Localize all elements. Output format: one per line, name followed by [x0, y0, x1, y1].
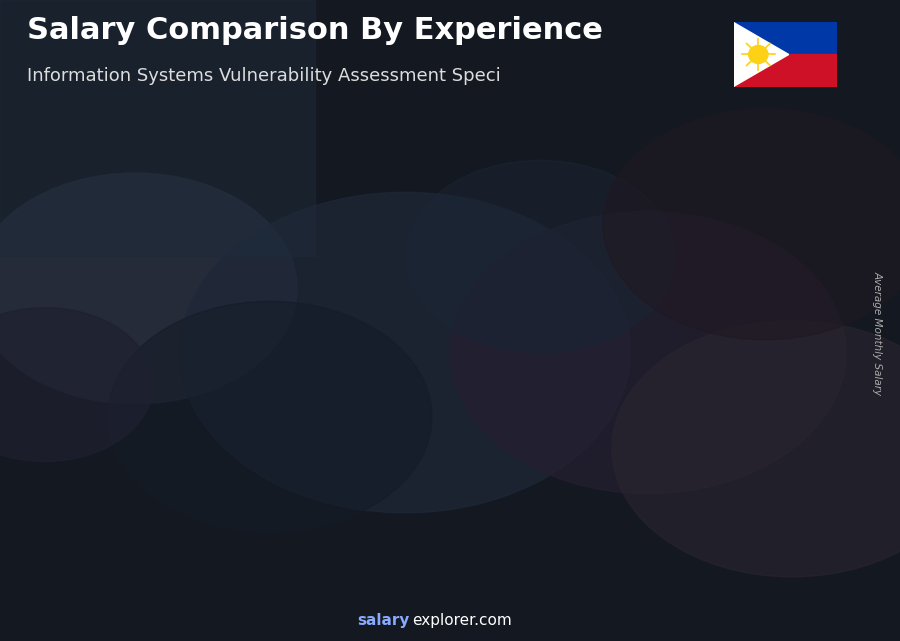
Text: +48%: +48%: [285, 256, 348, 275]
Circle shape: [405, 160, 675, 353]
Bar: [734, 22, 837, 54]
Circle shape: [603, 109, 900, 340]
Bar: [141, 429, 155, 567]
Text: 69,600 PHP: 69,600 PHP: [604, 181, 684, 195]
Text: 75,300 PHP: 75,300 PHP: [748, 151, 827, 165]
Bar: [479, 236, 491, 567]
Text: +22%: +22%: [416, 207, 480, 226]
Bar: [741, 176, 752, 567]
Bar: [348, 295, 417, 306]
Bar: [218, 383, 285, 390]
Bar: [610, 205, 678, 567]
Text: salary: salary: [357, 613, 410, 628]
Circle shape: [612, 320, 900, 577]
Text: +8%: +8%: [684, 132, 734, 151]
Bar: [479, 236, 547, 249]
Bar: [218, 383, 285, 567]
Circle shape: [0, 173, 297, 404]
Bar: [348, 295, 417, 567]
Text: +9%: +9%: [554, 167, 603, 186]
Bar: [87, 429, 155, 567]
Bar: [272, 383, 285, 567]
Circle shape: [180, 192, 630, 513]
Polygon shape: [734, 22, 788, 87]
Bar: [664, 205, 678, 567]
Text: +34%: +34%: [155, 303, 218, 322]
Text: Information Systems Vulnerability Assessment Speci: Information Systems Vulnerability Assess…: [27, 67, 500, 85]
Bar: [218, 383, 230, 567]
Bar: [534, 236, 547, 567]
Bar: [0, 0, 315, 256]
Bar: [403, 295, 417, 567]
Bar: [795, 176, 808, 567]
Text: 63,800 PHP: 63,800 PHP: [460, 211, 540, 225]
Circle shape: [450, 212, 846, 494]
Circle shape: [108, 301, 432, 532]
Text: explorer.com: explorer.com: [412, 613, 512, 628]
Text: 26,500 PHP: 26,500 PHP: [29, 404, 109, 418]
Bar: [479, 236, 547, 567]
Text: 35,400 PHP: 35,400 PHP: [183, 359, 263, 373]
Bar: [741, 176, 808, 192]
Text: Salary Comparison By Experience: Salary Comparison By Experience: [27, 16, 603, 45]
Bar: [610, 205, 622, 567]
Bar: [741, 176, 808, 567]
Bar: [734, 54, 837, 87]
Circle shape: [749, 46, 768, 63]
Bar: [348, 295, 361, 567]
Text: Average Monthly Salary: Average Monthly Salary: [872, 271, 883, 395]
Bar: [610, 205, 678, 220]
Bar: [87, 429, 99, 567]
Text: 52,400 PHP: 52,400 PHP: [314, 271, 393, 285]
Bar: [87, 429, 155, 435]
Circle shape: [0, 308, 153, 462]
